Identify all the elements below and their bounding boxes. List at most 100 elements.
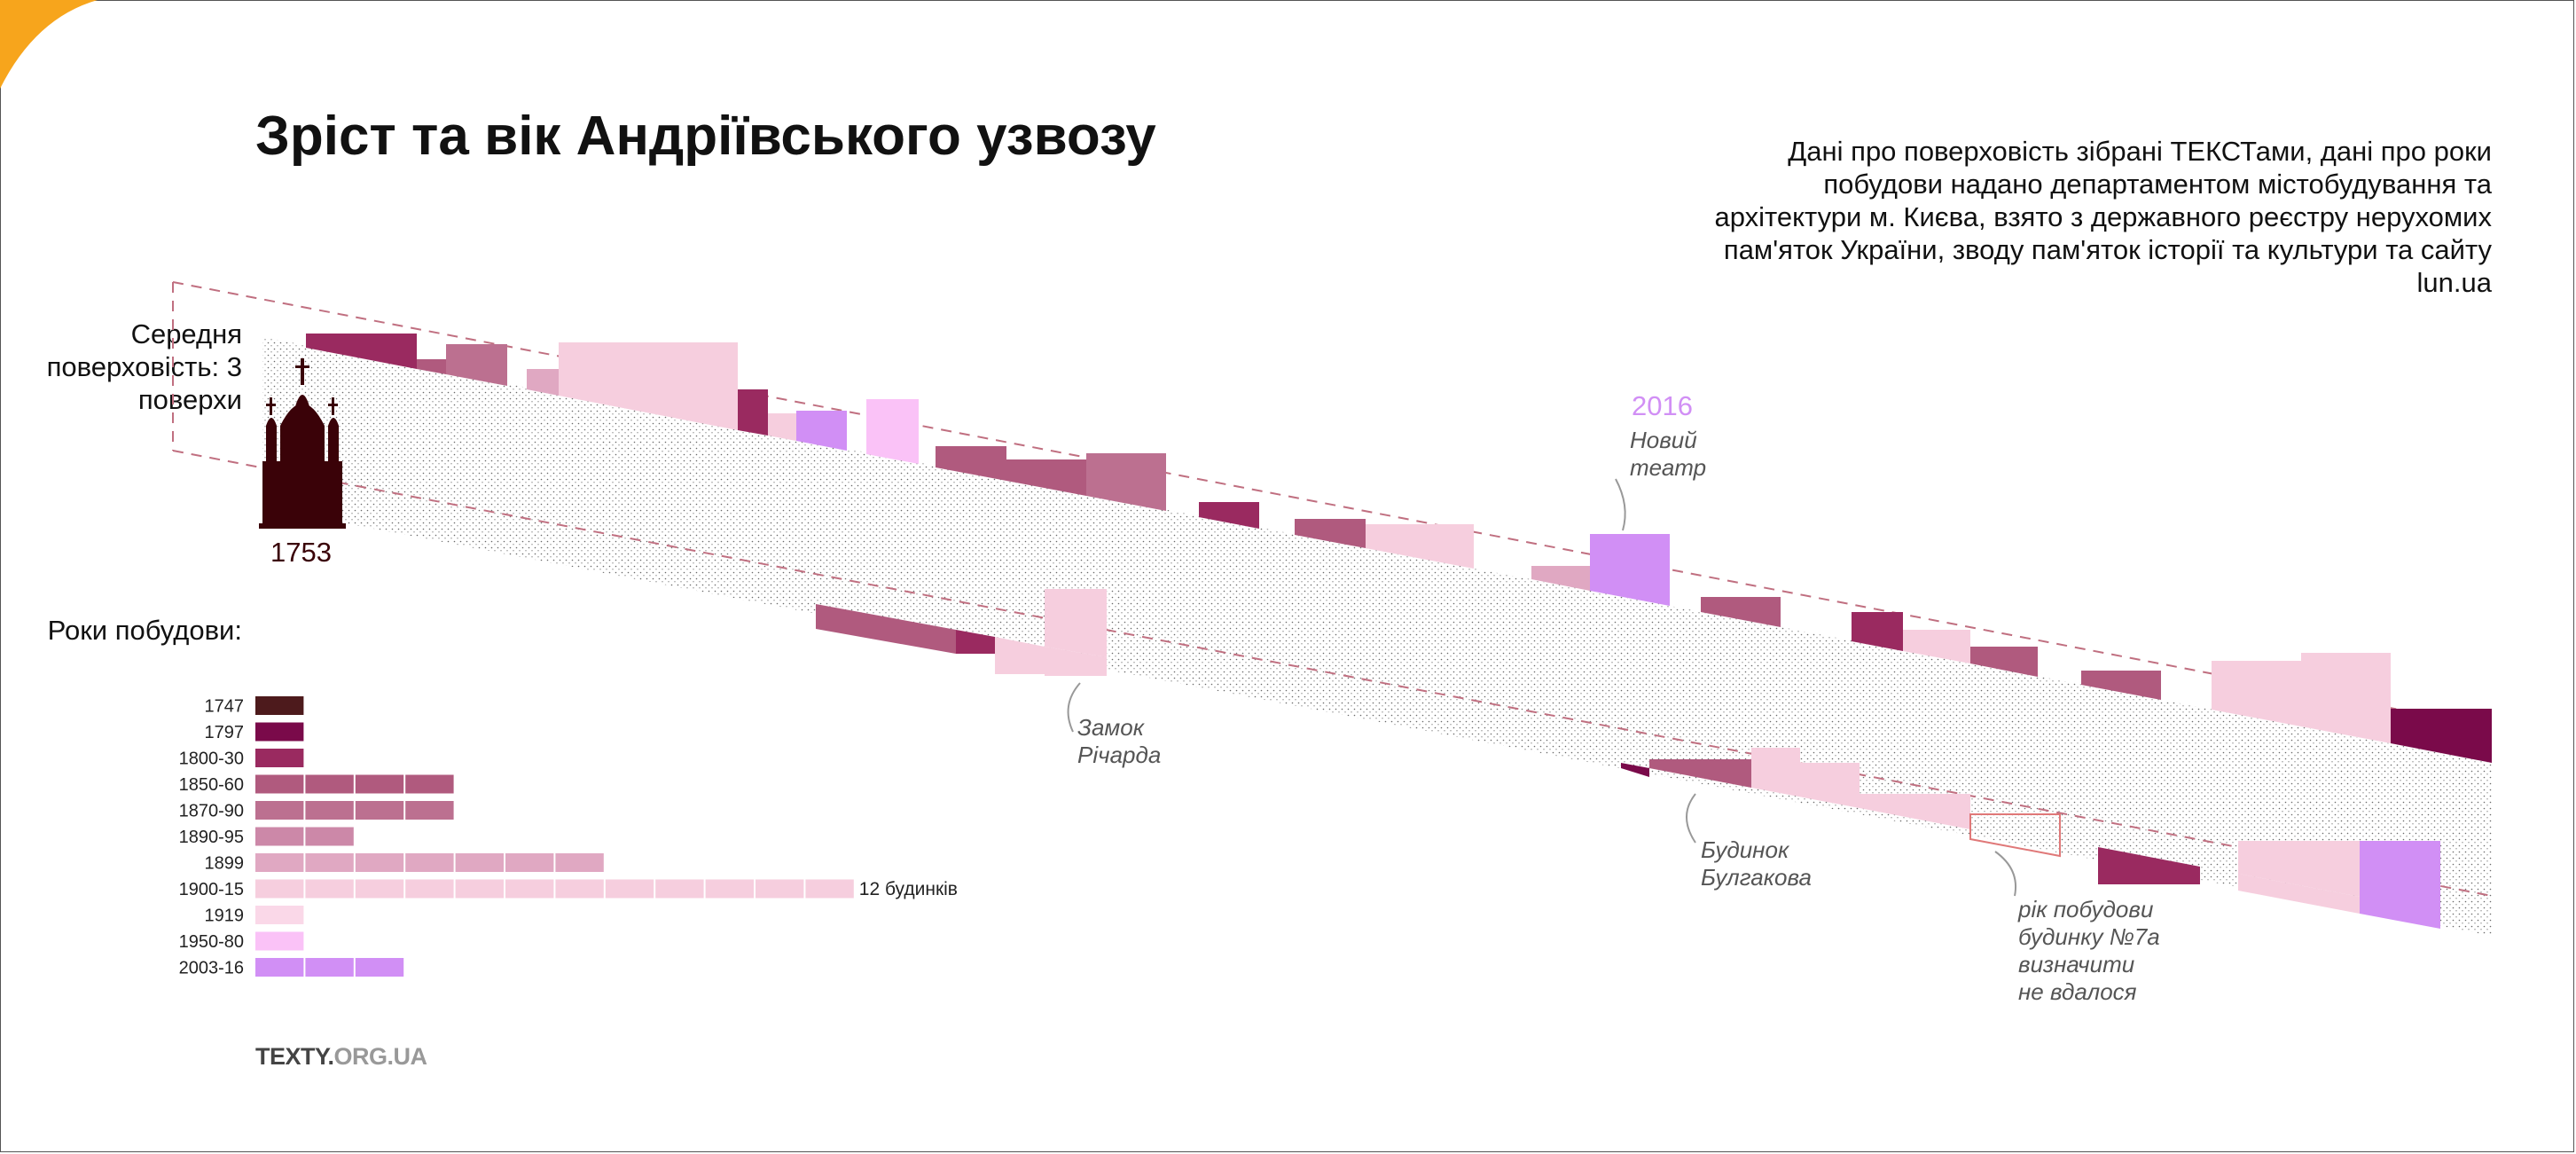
legend-category-label: 1890-95 xyxy=(179,828,244,847)
building xyxy=(1903,630,1970,663)
legend-bar-segment xyxy=(605,879,654,899)
legend-bar-segment xyxy=(305,879,354,899)
building xyxy=(796,411,847,451)
legend-bar-segment xyxy=(255,774,304,794)
building xyxy=(2301,653,2391,743)
legend-bar-segment xyxy=(355,853,404,872)
legend-bar-segment xyxy=(255,879,304,899)
legend-bar-segment xyxy=(405,853,454,872)
footer-logo: TEXTY.ORG.UA xyxy=(255,1043,427,1071)
source-note: Дані про поверховість зібрані ТЕКСТами, … xyxy=(1714,136,2493,298)
years-label: Роки побудови: xyxy=(47,615,242,646)
legend-bar-segment xyxy=(255,853,304,872)
year-legend-chart: 1747 1797 1800-30 1850-60 1870-90 1890-95 1899… xyxy=(179,696,958,978)
building xyxy=(956,630,995,654)
legend-bar-segment xyxy=(255,801,304,820)
bulgakov-label-line2: Булгакова xyxy=(1701,864,1812,891)
building xyxy=(2360,841,2440,929)
legend-bar-segment xyxy=(355,879,404,899)
legend-bar-segment xyxy=(255,958,304,977)
building xyxy=(995,637,1045,674)
legend-bar-segment xyxy=(255,827,304,846)
legend-bar-segment xyxy=(655,879,704,899)
building xyxy=(1852,612,1903,651)
legend-bar-segment xyxy=(455,879,504,899)
richard-castle-label-line1: Замок xyxy=(1077,714,1146,741)
page-title: Зріст та вік Андріївського узвозу xyxy=(255,106,1156,167)
legend-bar-segment xyxy=(255,749,304,767)
legend-bar-segment xyxy=(355,958,404,977)
new-theatre-leader xyxy=(1615,478,1626,531)
building xyxy=(1295,519,1366,548)
building xyxy=(1860,794,1970,829)
building xyxy=(738,389,768,436)
legend-bar-segment xyxy=(455,853,504,872)
richard-castle-label-line2: Річарда xyxy=(1077,742,1161,768)
legend-bar-segment xyxy=(405,801,454,820)
building xyxy=(1970,647,2038,677)
lower-guide-line xyxy=(172,450,2493,897)
legend-bar-segment xyxy=(255,722,304,742)
legend-category-label: 1747 xyxy=(205,697,245,717)
building xyxy=(2238,874,2360,914)
building xyxy=(1045,647,1107,676)
legend-bar-segment xyxy=(756,879,804,899)
building xyxy=(1590,534,1670,606)
legend-bar-segment xyxy=(305,801,354,820)
legend-bar-segment xyxy=(355,801,404,820)
legend-bar-segment xyxy=(305,958,354,977)
legend-category-label: 1797 xyxy=(205,723,245,742)
house-7a-label-line1: рік побудови xyxy=(2017,896,2153,922)
church-silhouette xyxy=(259,358,346,529)
house-7a-label-line4: не вдалося xyxy=(2018,978,2137,1005)
legend-category-label: 1850-60 xyxy=(179,775,244,795)
building xyxy=(417,359,446,374)
building xyxy=(936,446,1006,481)
legend-value-label: 12 будинків xyxy=(859,879,958,899)
building xyxy=(1751,748,1860,808)
legend-bar-segment xyxy=(255,931,304,951)
lower-building-row xyxy=(816,589,2440,929)
house-7a-label-line2: будинку №7а xyxy=(2018,923,2160,950)
legend-bar-segment xyxy=(705,879,754,899)
legend-bar-segment xyxy=(805,879,854,899)
street-band xyxy=(262,337,2492,936)
corner-accent xyxy=(0,0,98,89)
building xyxy=(1649,759,1751,788)
legend-bar-segment xyxy=(505,853,554,872)
legend-category-label: 1919 xyxy=(205,907,245,926)
new-theatre-label-line2: театр xyxy=(1630,454,1706,481)
building xyxy=(768,413,796,441)
new-theatre-year: 2016 xyxy=(1632,390,1693,421)
bulgakov-leader xyxy=(1686,793,1696,844)
legend-bar-segment xyxy=(555,879,604,899)
legend-bar-segment xyxy=(305,853,354,872)
church-year: 1753 xyxy=(270,537,332,568)
footer-logo-main: TEXTY. xyxy=(255,1043,334,1070)
bulgakov-label-line1: Будинок xyxy=(1701,836,1790,863)
building xyxy=(1701,597,1781,627)
legend-bar-segment xyxy=(355,774,404,794)
legend-bar-segment xyxy=(255,696,304,715)
building xyxy=(1621,763,1649,777)
legend-bar-segment xyxy=(255,906,304,924)
building xyxy=(1086,453,1166,511)
legend-category-label: 1899 xyxy=(205,854,245,874)
legend-category-label: 1870-90 xyxy=(179,802,244,821)
building xyxy=(2098,847,2200,884)
building xyxy=(559,342,738,430)
house-7a-leader xyxy=(1994,851,2016,897)
footer-logo-dim: ORG.UA xyxy=(333,1043,428,1070)
building xyxy=(1045,589,1107,657)
building xyxy=(2391,709,2492,763)
legend-bar-segment xyxy=(505,879,554,899)
richard-castle-leader xyxy=(1067,682,1081,733)
avg-floors-label: Середня поверховість: 3 поверхи xyxy=(46,318,242,415)
legend-bar-segment xyxy=(305,827,354,846)
building xyxy=(2212,661,2301,726)
building xyxy=(1199,502,1259,529)
building xyxy=(446,344,507,386)
building xyxy=(1366,524,1474,569)
